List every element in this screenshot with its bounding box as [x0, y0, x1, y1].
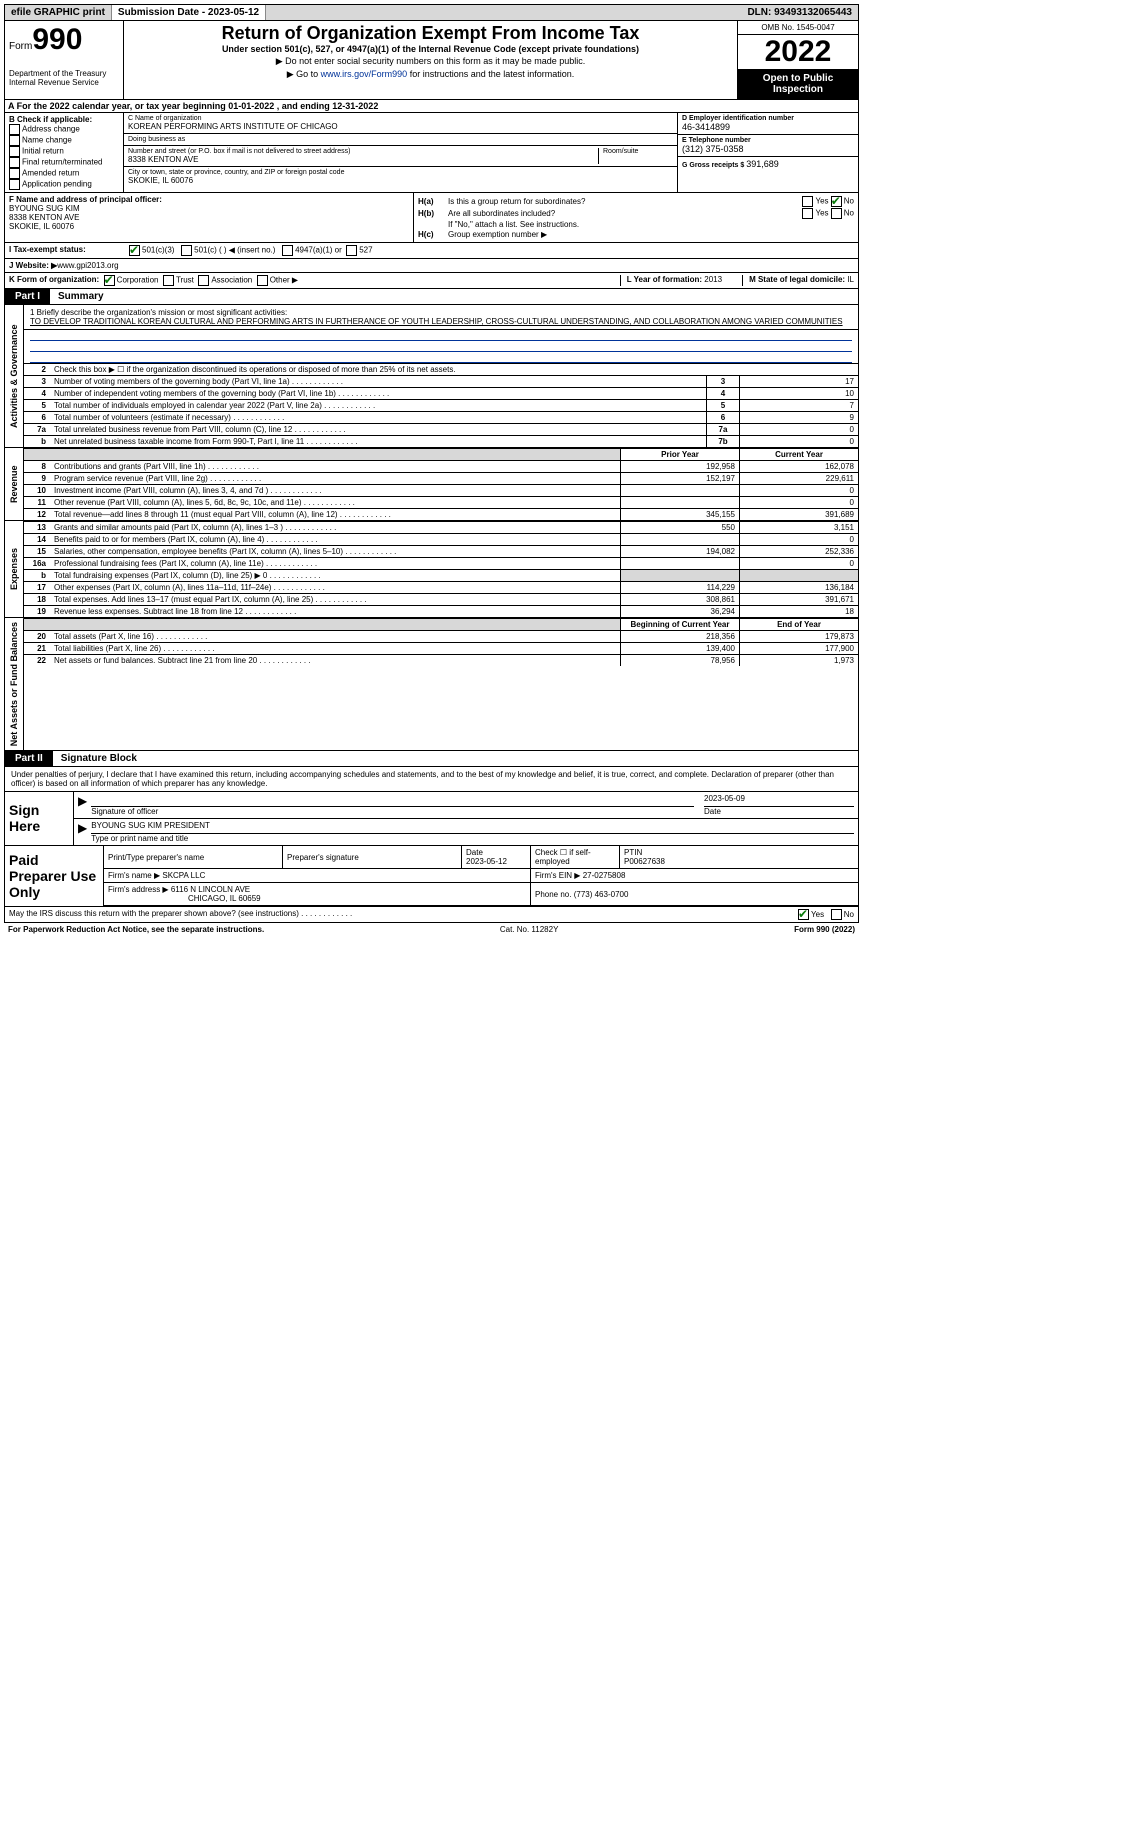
summary-governance: Activities & Governance 1 Briefly descri…	[4, 305, 859, 448]
top-bar: efile GRAPHIC print Submission Date - 20…	[4, 4, 859, 21]
ptin: P00627638	[624, 857, 665, 866]
cb-amended-return[interactable]: Amended return	[9, 168, 119, 179]
ein: 46-3414899	[682, 122, 854, 132]
sign-date: 2023-05-09	[704, 794, 854, 807]
cb-final-return[interactable]: Final return/terminated	[9, 157, 119, 168]
mission-text: TO DEVELOP TRADITIONAL KOREAN CULTURAL A…	[30, 317, 852, 326]
firm-name: SKCPA LLC	[162, 871, 205, 880]
org-street: 8338 KENTON AVE	[128, 155, 598, 164]
page-footer: For Paperwork Reduction Act Notice, see …	[4, 923, 859, 936]
dln: DLN: 93493132065443	[741, 5, 858, 20]
group-return: H(a)Is this a group return for subordina…	[414, 193, 858, 242]
col-d-ein-phone: D Employer identification number 46-3414…	[678, 113, 858, 192]
vtab-net: Net Assets or Fund Balances	[5, 618, 24, 750]
prep-date: 2023-05-12	[466, 857, 507, 866]
firm-addr: 6116 N LINCOLN AVE	[171, 885, 250, 894]
efile-label: efile GRAPHIC print	[5, 5, 112, 20]
cb-association[interactable]: Association	[198, 275, 252, 286]
section-bcd: B Check if applicable: Address change Na…	[4, 113, 859, 193]
tax-year: 2022	[738, 35, 858, 69]
cb-initial-return[interactable]: Initial return	[9, 146, 119, 157]
website-row: J Website: ▶ www.gpi2013.org	[4, 259, 859, 273]
cb-527[interactable]: 527	[346, 245, 372, 256]
vtab-governance: Activities & Governance	[5, 305, 24, 447]
cb-501c3[interactable]: 501(c)(3)	[129, 245, 174, 256]
vtab-expenses: Expenses	[5, 521, 24, 617]
cb-application-pending[interactable]: Application pending	[9, 179, 119, 190]
open-public-label: Open to Public Inspection	[738, 69, 858, 99]
cb-corporation[interactable]: Corporation	[104, 275, 159, 286]
part-i-header: Part I Summary	[4, 289, 859, 305]
cb-may-no[interactable]: No	[831, 910, 854, 919]
form-of-org-row: K Form of organization: Corporation Trus…	[4, 273, 859, 289]
section-fh: F Name and address of principal officer:…	[4, 193, 859, 243]
cb-trust[interactable]: Trust	[163, 275, 194, 286]
summary-net-assets: Net Assets or Fund Balances Beginning of…	[4, 618, 859, 751]
col-c-org-info: C Name of organization KOREAN PERFORMING…	[124, 113, 678, 192]
paid-preparer-block: Paid Preparer Use Only Print/Type prepar…	[4, 846, 859, 907]
form-number: Form990	[9, 23, 119, 57]
arrow-icon: ▶	[78, 794, 87, 816]
website-url: www.gpi2013.org	[57, 261, 118, 270]
state-domicile: IL	[847, 275, 854, 284]
declaration-text: Under penalties of perjury, I declare th…	[4, 767, 859, 792]
firm-phone: (773) 463-0700	[574, 890, 629, 899]
part-ii-header: Part II Signature Block	[4, 751, 859, 767]
cb-other[interactable]: Other ▶	[257, 275, 298, 286]
telephone: (312) 375-0358	[682, 144, 854, 154]
form-subtitle: Under section 501(c), 527, or 4947(a)(1)…	[130, 44, 731, 54]
arrow-icon: ▶	[78, 821, 87, 843]
year-formation: 2013	[704, 275, 722, 284]
row-a-period: A For the 2022 calendar year, or tax yea…	[4, 100, 859, 113]
org-city: SKOKIE, IL 60076	[128, 176, 673, 185]
may-irs-discuss: May the IRS discuss this return with the…	[4, 907, 859, 923]
irs-link[interactable]: www.irs.gov/Form990	[321, 69, 408, 79]
cb-address-change[interactable]: Address change	[9, 124, 119, 135]
form-note-1: ▶ Do not enter social security numbers o…	[130, 56, 731, 67]
tax-exempt-status: I Tax-exempt status: 501(c)(3) 501(c) ( …	[4, 243, 859, 259]
cb-may-yes[interactable]: Yes	[798, 910, 824, 919]
principal-officer: F Name and address of principal officer:…	[5, 193, 414, 242]
org-name: KOREAN PERFORMING ARTS INSTITUTE OF CHIC…	[128, 122, 673, 131]
firm-ein: 27-0275808	[583, 871, 626, 880]
cb-4947[interactable]: 4947(a)(1) or	[282, 245, 342, 256]
sign-here-block: Sign Here ▶ Signature of officer 2023-05…	[4, 792, 859, 846]
governance-table: 2Check this box ▶ ☐ if the organization …	[24, 363, 858, 375]
col-b-checkboxes: B Check if applicable: Address change Na…	[5, 113, 124, 192]
vtab-revenue: Revenue	[5, 448, 24, 520]
summary-expenses: Expenses 13Grants and similar amounts pa…	[4, 521, 859, 618]
cb-name-change[interactable]: Name change	[9, 135, 119, 146]
officer-name: BYOUNG SUG KIM PRESIDENT	[91, 821, 854, 834]
form-title: Return of Organization Exempt From Incom…	[130, 23, 731, 44]
cb-501c[interactable]: 501(c) ( ) ◀ (insert no.)	[181, 245, 275, 256]
gross-receipts: 391,689	[746, 159, 779, 169]
summary-revenue: Revenue Prior YearCurrent Year 8Contribu…	[4, 448, 859, 521]
dept-label: Department of the Treasury Internal Reve…	[9, 69, 119, 87]
form-note-2: ▶ Go to www.irs.gov/Form990 for instruct…	[130, 69, 731, 80]
submission-date: Submission Date - 2023-05-12	[112, 5, 266, 20]
form-header: Form990 Department of the Treasury Inter…	[4, 21, 859, 100]
omb-number: OMB No. 1545-0047	[738, 21, 858, 35]
